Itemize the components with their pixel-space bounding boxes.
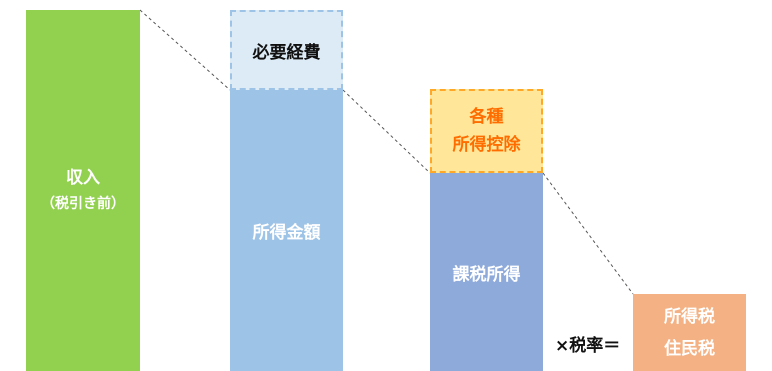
connector-taxable-to-tax	[542, 172, 634, 295]
income-label: 収入	[66, 167, 100, 188]
tax-rate-operator: ×税率＝	[555, 336, 621, 356]
deduction-label-line1: 各種	[469, 107, 504, 127]
tax-result-block: 所得税 住民税	[633, 294, 746, 371]
connector-income-to-shotoku	[139, 9, 231, 91]
expenses-block: 必要経費	[230, 10, 343, 90]
income-block: 収入 （税引き前）	[26, 10, 140, 371]
taxable-income-label: 課税所得	[452, 264, 521, 285]
expenses-label: 必要経費	[252, 42, 321, 63]
tax-result-line2: 住民税	[664, 338, 715, 359]
income-amount-block: 所得金額	[230, 90, 343, 371]
connector-shotoku-to-taxable	[342, 89, 431, 174]
tax-result-line1: 所得税	[664, 306, 715, 327]
income-sub-label: （税引き前）	[41, 195, 125, 212]
deduction-block: 各種 所得控除	[430, 89, 543, 173]
income-amount-label: 所得金額	[252, 223, 321, 243]
deduction-label-line2: 所得控除	[452, 135, 521, 155]
taxable-income-block: 課税所得	[430, 173, 543, 371]
